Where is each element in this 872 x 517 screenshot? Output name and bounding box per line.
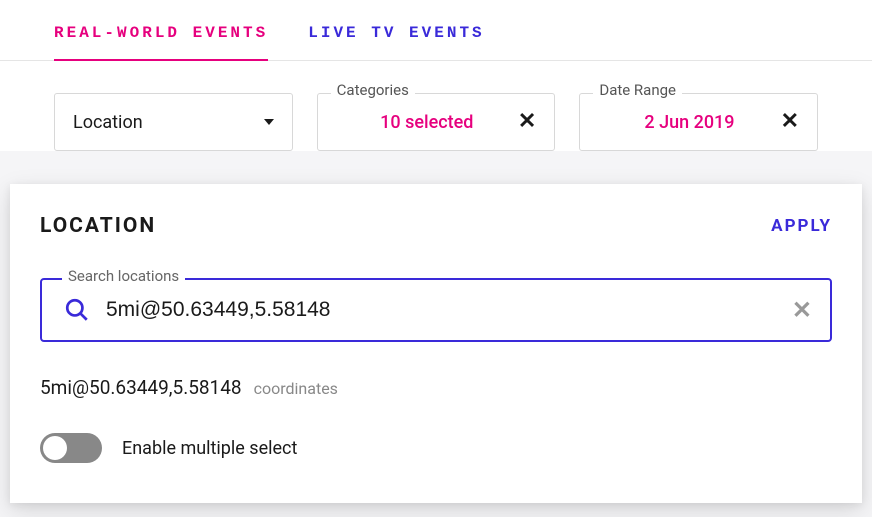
- filter-daterange-legend: Date Range: [593, 81, 682, 99]
- location-dropdown-panel: LOCATION APPLY Search locations ✕ 5mi@50…: [10, 184, 862, 503]
- filter-daterange[interactable]: 2 Jun 2019 ✕: [579, 93, 818, 151]
- filters-bar: Location Categories 10 selected ✕ Date R…: [0, 61, 872, 151]
- apply-button[interactable]: APPLY: [771, 216, 832, 236]
- multiple-select-toggle-row: Enable multiple select: [40, 433, 832, 463]
- filter-daterange-wrap: Date Range 2 Jun 2019 ✕: [579, 93, 818, 151]
- filter-categories-value: 10 selected: [380, 112, 473, 133]
- search-locations-box: ✕: [40, 278, 832, 342]
- search-result-row[interactable]: 5mi@50.63449,5.58148 coordinates: [40, 376, 832, 399]
- location-panel-title: LOCATION: [40, 214, 156, 238]
- tab-real-world-events[interactable]: REAL-WORLD EVENTS: [54, 24, 268, 60]
- filter-categories-legend: Categories: [331, 81, 415, 99]
- search-result-type: coordinates: [254, 379, 338, 398]
- tabs-bar: REAL-WORLD EVENTS LIVE TV EVENTS: [0, 0, 872, 61]
- chevron-down-icon: [264, 119, 274, 125]
- filter-categories[interactable]: 10 selected ✕: [317, 93, 556, 151]
- location-panel-header: LOCATION APPLY: [40, 214, 832, 238]
- search-result-value: 5mi@50.63449,5.58148: [40, 376, 242, 399]
- multiple-select-label: Enable multiple select: [122, 438, 297, 459]
- clear-categories-icon[interactable]: ✕: [518, 111, 536, 133]
- search-locations-input[interactable]: [106, 298, 776, 322]
- filter-location-label: Location: [73, 112, 143, 133]
- filter-location-wrap: Location: [54, 93, 293, 151]
- toggle-knob: [43, 436, 67, 460]
- clear-search-icon[interactable]: ✕: [792, 298, 812, 322]
- clear-daterange-icon[interactable]: ✕: [781, 111, 799, 133]
- search-locations-legend: Search locations: [62, 267, 185, 285]
- search-locations-wrap: Search locations ✕: [40, 278, 832, 342]
- filter-categories-wrap: Categories 10 selected ✕: [317, 93, 556, 151]
- filter-location[interactable]: Location: [54, 93, 293, 151]
- multiple-select-toggle[interactable]: [40, 433, 102, 463]
- search-icon: [64, 297, 90, 323]
- filter-daterange-value: 2 Jun 2019: [644, 112, 734, 133]
- tab-live-tv-events[interactable]: LIVE TV EVENTS: [308, 24, 484, 60]
